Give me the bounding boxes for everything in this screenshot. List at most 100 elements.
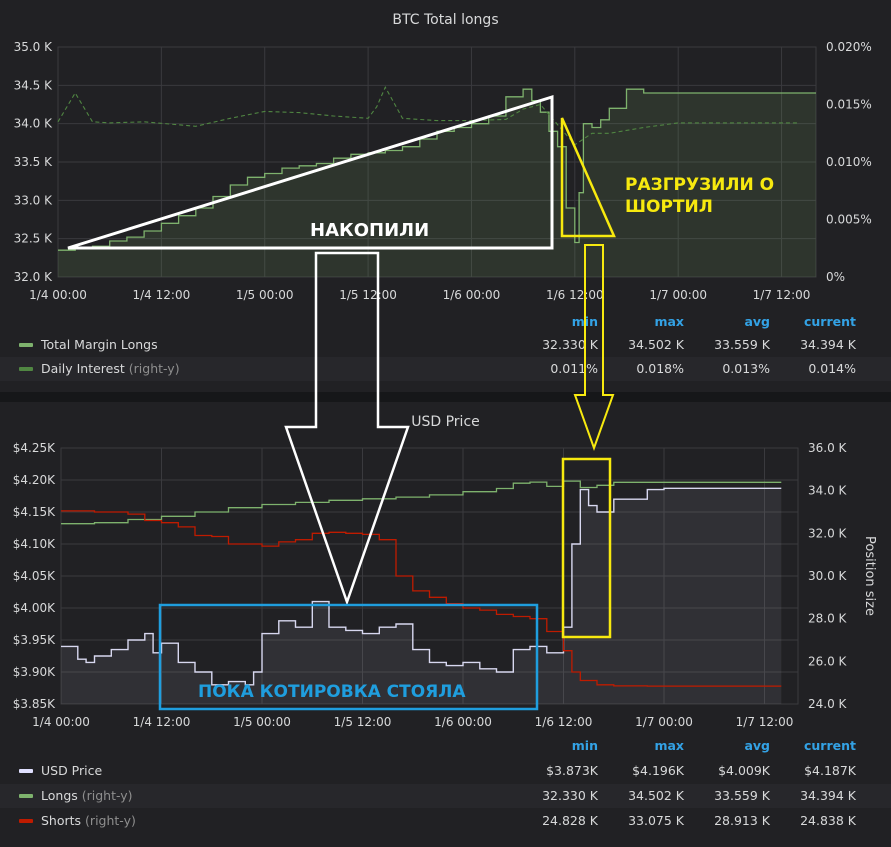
- y-tick-label: $4.25K: [13, 441, 56, 455]
- legend-min: 32.330 K: [542, 788, 598, 803]
- x-tick-label: 1/5 00:00: [233, 715, 291, 729]
- legend-series-name[interactable]: Daily Interest (right-y): [41, 357, 180, 381]
- x-tick-label: 1/6 12:00: [535, 715, 593, 729]
- legend-swatch[interactable]: [19, 769, 33, 773]
- y-tick-label: $3.90K: [13, 665, 56, 679]
- legend-swatch[interactable]: [19, 343, 33, 347]
- legend-series-name[interactable]: Total Margin Longs: [41, 337, 158, 352]
- y2-tick-label: 0.020%: [826, 40, 872, 54]
- plot-frame: [57, 46, 817, 278]
- legend-avg: 28.913 K: [714, 813, 770, 828]
- y2-tick-label: 28.0 K: [808, 612, 848, 626]
- legend-max: $4.196K: [632, 763, 684, 778]
- legend-min: 0.011%: [550, 361, 598, 376]
- legend-min: 24.828 K: [542, 813, 598, 828]
- legend-current: 34.394 K: [800, 337, 856, 352]
- legend-avg: 33.559 K: [714, 788, 770, 803]
- x-tick-label: 1/7 00:00: [635, 715, 693, 729]
- x-tick-label: 1/7 12:00: [753, 288, 811, 302]
- series-area-usd-price: [61, 488, 782, 704]
- panel-btc-total-longs: BTC Total longs 35.0 K 34.5 K 34.0 K 33.5 K…: [0, 0, 891, 392]
- legend-swatch[interactable]: [19, 819, 33, 823]
- legend-header-max[interactable]: max: [654, 314, 684, 329]
- legend-header-min[interactable]: min: [571, 738, 598, 753]
- y-tick-label: 33.0 K: [14, 193, 54, 207]
- y2-tick-label: 24.0 K: [808, 697, 848, 711]
- panel-usd-price: USD Price $4.25K $4.20K $4.15K $4.10K $4.05K…: [0, 402, 891, 847]
- legend-swatch[interactable]: [19, 794, 33, 798]
- y-tick-label: 32.0 K: [14, 270, 54, 284]
- y-tick-label: $4.15K: [13, 505, 56, 519]
- x-tick-label: 1/6 12:00: [546, 288, 604, 302]
- legend-min: 32.330 K: [542, 337, 598, 352]
- legend-series-name[interactable]: USD Price: [41, 763, 103, 778]
- y2-tick-label: 0.010%: [826, 155, 872, 169]
- y2-tick-label: 0.015%: [826, 98, 872, 112]
- legend-axis-label: (right-y): [85, 813, 136, 828]
- legend-avg: $4.009K: [718, 763, 770, 778]
- legend-max: 33.075 K: [628, 813, 684, 828]
- panel-title[interactable]: BTC Total longs: [392, 12, 499, 28]
- legend-series-name[interactable]: Shorts (right-y): [41, 809, 136, 833]
- legend-series-label[interactable]: Daily Interest: [41, 361, 125, 376]
- x-tick-label: 1/7 00:00: [649, 288, 707, 302]
- x-tick-label: 1/5 12:00: [334, 715, 392, 729]
- legend-axis-label: (right-y): [81, 788, 133, 803]
- legend-header-avg[interactable]: avg: [744, 738, 770, 753]
- x-tick-label: 1/6 00:00: [443, 288, 501, 302]
- y-tick-label: $4.20K: [13, 473, 56, 487]
- legend-series-label[interactable]: Longs: [41, 788, 78, 803]
- legend-swatch[interactable]: [19, 367, 33, 371]
- legend-row-longs[interactable]: Longs (right-y) 32.330 K 34.502 K 33.559…: [0, 784, 891, 808]
- legend-avg: 33.559 K: [714, 337, 770, 352]
- series-area-total-margin-longs: [58, 89, 816, 277]
- y-tick-label: $4.05K: [13, 569, 56, 583]
- legend-header-max[interactable]: max: [654, 738, 684, 753]
- legend-header-min[interactable]: min: [571, 314, 598, 329]
- x-tick-label: 1/5 12:00: [339, 288, 397, 302]
- x-tick-label: 1/4 12:00: [133, 288, 191, 302]
- legend-current: 34.394 K: [800, 788, 856, 803]
- legend-header-current[interactable]: current: [804, 314, 856, 329]
- y2-tick-label: 32.0 K: [808, 526, 848, 540]
- y-tick-label: $4.10K: [13, 537, 56, 551]
- legend-max: 0.018%: [636, 361, 684, 376]
- y2-tick-label: 0%: [826, 270, 845, 284]
- x-tick-label: 1/4 00:00: [32, 715, 90, 729]
- y2-tick-label: 30.0 K: [808, 569, 848, 583]
- legend-axis-label: (right-y): [128, 361, 180, 376]
- x-tick-label: 1/7 12:00: [736, 715, 794, 729]
- legend-row-total-margin-longs[interactable]: Total Margin Longs 32.330 K 34.502 K 33.…: [0, 333, 891, 357]
- legend-row-shorts[interactable]: Shorts (right-y) 24.828 K 33.075 K 28.91…: [0, 809, 891, 833]
- legend-series-name[interactable]: Longs (right-y): [41, 784, 133, 808]
- y2-tick-label: 26.0 K: [808, 654, 848, 668]
- legend-row-daily-interest[interactable]: Daily Interest (right-y) 0.011% 0.018% 0…: [0, 357, 891, 381]
- panel-title[interactable]: USD Price: [411, 414, 480, 430]
- y-tick-label: 34.0 K: [14, 117, 54, 131]
- legend-max: 34.502 K: [628, 788, 684, 803]
- x-tick-label: 1/4 00:00: [29, 288, 87, 302]
- y-tick-label: 34.5 K: [14, 78, 54, 92]
- chart-btc-total-longs: 35.0 K 34.5 K 34.0 K 33.5 K 33.0 K 32.5 K 32.0…: [14, 40, 872, 302]
- legend-header-current[interactable]: current: [804, 738, 856, 753]
- legend-current: 24.838 K: [800, 813, 856, 828]
- legend-row-usd-price[interactable]: USD Price $3.873K $4.196K $4.009K $4.187…: [0, 759, 891, 783]
- y-tick-label: $4.00K: [13, 601, 56, 615]
- y-tick-label: $3.95K: [13, 633, 56, 647]
- legend-header-avg[interactable]: avg: [744, 314, 770, 329]
- legend-avg: 0.013%: [722, 361, 770, 376]
- legend-min: $3.873K: [546, 763, 598, 778]
- y2-tick-label: 34.0 K: [808, 484, 848, 498]
- legend-current: $4.187K: [804, 763, 856, 778]
- x-tick-label: 1/4 12:00: [133, 715, 191, 729]
- x-tick-label: 1/6 00:00: [434, 715, 492, 729]
- chart-usd-price: $4.25K $4.20K $4.15K $4.10K $4.05K $4.00K $3.9…: [13, 441, 877, 729]
- legend-max: 34.502 K: [628, 337, 684, 352]
- y-tick-label: 35.0 K: [14, 40, 54, 54]
- y-tick-label: 33.5 K: [14, 155, 54, 169]
- y-tick-label: 32.5 K: [14, 232, 54, 246]
- x-tick-label: 1/5 00:00: [236, 288, 294, 302]
- legend-series-label[interactable]: Shorts: [41, 813, 82, 828]
- y2-tick-label: 0.005%: [826, 213, 872, 227]
- legend-current: 0.014%: [808, 361, 856, 376]
